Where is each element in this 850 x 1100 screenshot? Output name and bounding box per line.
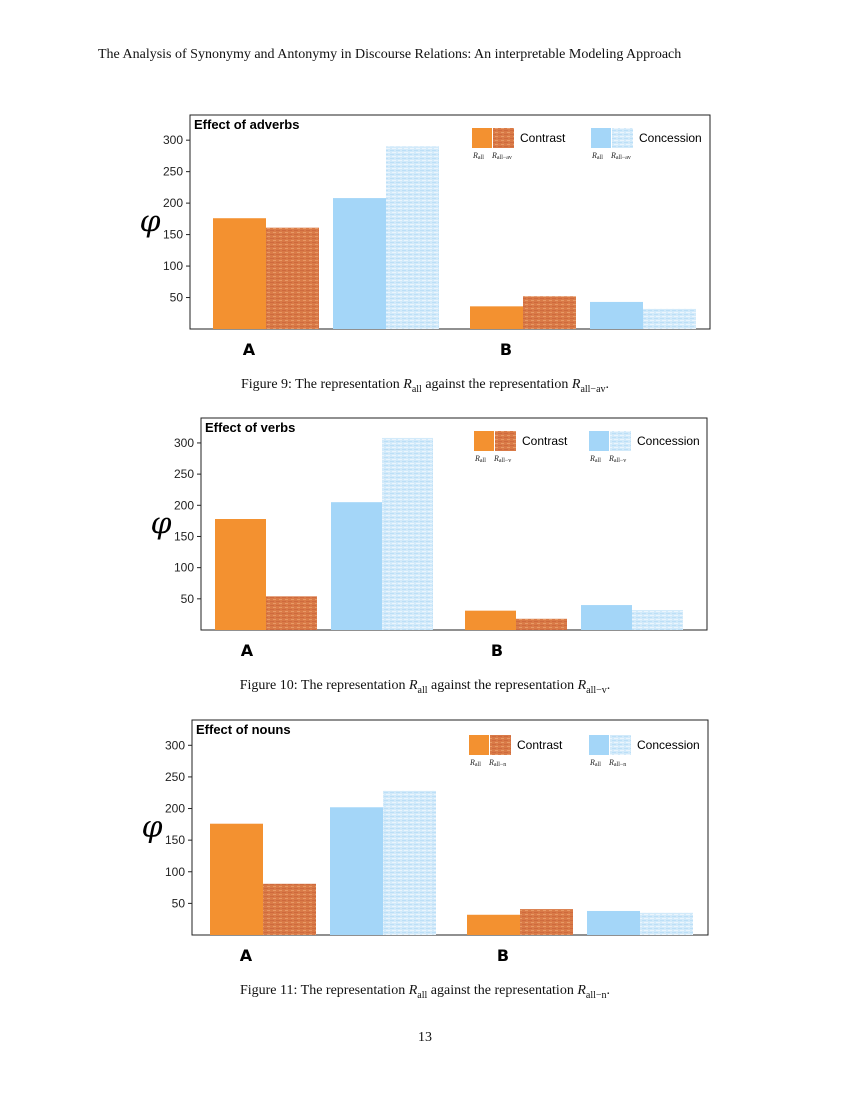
- chart-verbs: Effect of verbs 50 100 150 200 250 300 φ A B Contr…: [150, 417, 708, 660]
- figure-10: Effect of verbs 50 100 150 200 250 300 φ A B Contr…: [0, 408, 850, 708]
- legend-swatch-hatched: [610, 735, 631, 755]
- y-tick-label: 150: [165, 833, 185, 847]
- legend-swatch-hatched: [495, 431, 516, 451]
- x-category-label: A: [241, 641, 254, 660]
- bar-a-concession-rall: [333, 198, 386, 329]
- legend-label: Concession: [639, 131, 702, 145]
- bar-a-concession-rall: [330, 807, 383, 935]
- legend-sub-label: Rall−av: [491, 151, 512, 161]
- legend-sub-label: Rall: [589, 454, 601, 464]
- legend-swatch-hatched: [493, 128, 514, 148]
- figure-caption: Figure 11: The representation Rall again…: [239, 983, 611, 1001]
- legend-swatch-hatched: [490, 735, 511, 755]
- y-tick-label: 200: [163, 196, 183, 210]
- legend-label: Contrast: [522, 434, 568, 448]
- legend-swatch-hatched: [610, 431, 631, 451]
- figure-caption: Figure 10: The representation Rall again…: [239, 678, 611, 696]
- bar-a-contrast-rall: [213, 218, 266, 329]
- x-category-label: A: [240, 946, 253, 965]
- legend-label: Concession: [637, 434, 700, 448]
- bar-a-concession-ablated: [383, 790, 436, 935]
- bar-b-contrast-rall: [470, 306, 523, 329]
- legend-swatch: [589, 431, 609, 451]
- legend-sub-label: Rall−n: [608, 758, 626, 768]
- legend-label: Contrast: [520, 131, 566, 145]
- chart-title: Effect of verbs: [205, 420, 295, 435]
- y-tick-label: 300: [165, 738, 185, 752]
- legend-label: Contrast: [517, 738, 563, 752]
- chart-adverbs: Effect of adverbs 50 100 150 200 250 300 φ A B Con…: [139, 114, 711, 359]
- plot-frame: [191, 719, 709, 936]
- bar-b-concession-ablated: [632, 610, 683, 630]
- y-tick-label: 250: [174, 467, 194, 481]
- legend-swatch: [469, 735, 489, 755]
- bar-b-contrast-rall: [465, 610, 516, 630]
- x-category-label: B: [491, 641, 503, 660]
- legend-sub-label: Rall: [472, 151, 484, 161]
- y-tick-label: 300: [174, 436, 194, 450]
- bar-a-concession-rall: [331, 502, 382, 630]
- y-tick-label: 300: [163, 133, 183, 147]
- legend-sub-label: Rall−av: [610, 151, 631, 161]
- legend-swatch: [474, 431, 494, 451]
- bar-b-concession-ablated: [643, 308, 696, 329]
- y-tick-label: 50: [181, 592, 195, 606]
- legend-sub-label: Rall: [591, 151, 603, 161]
- legend-swatch: [591, 128, 611, 148]
- y-axis-label: φ: [150, 506, 171, 541]
- legend-sub-label: Rall−v: [493, 454, 511, 464]
- bar-a-contrast-ablated: [266, 227, 319, 329]
- legend-sub-label: Rall: [474, 454, 486, 464]
- y-tick-label: 50: [172, 896, 186, 910]
- legend-swatch-hatched: [612, 128, 633, 148]
- legend-label: Concession: [637, 738, 700, 752]
- y-tick-label: 250: [165, 770, 185, 784]
- y-tick-label: 150: [174, 529, 194, 543]
- y-tick-label: 200: [165, 802, 185, 816]
- bar-b-concession-rall: [590, 301, 643, 329]
- y-tick-label: 100: [163, 259, 183, 273]
- bar-b-contrast-ablated: [516, 618, 567, 630]
- y-tick-label: 50: [170, 291, 184, 305]
- y-axis-label: φ: [139, 204, 160, 239]
- legend-sub-label: Rall: [589, 758, 601, 768]
- y-tick-label: 100: [174, 561, 194, 575]
- bar-a-contrast-ablated: [263, 883, 316, 935]
- legend-sub-label: Rall: [469, 758, 481, 768]
- y-tick-label: 200: [174, 498, 194, 512]
- bar-b-contrast-rall: [467, 914, 520, 935]
- bar-a-concession-ablated: [386, 146, 439, 329]
- chart-title: Effect of nouns: [196, 722, 291, 737]
- bar-b-contrast-ablated: [523, 296, 576, 329]
- chart-nouns: Effect of nouns 50 100 150 200 250 300 φ A B Contr…: [141, 719, 709, 965]
- legend-swatch: [472, 128, 492, 148]
- bar-a-concession-ablated: [382, 437, 433, 630]
- y-tick-label: 150: [163, 228, 183, 242]
- bar-a-contrast-ablated: [266, 596, 317, 630]
- bar-b-concession-rall: [581, 605, 632, 630]
- plot-frame: [189, 114, 711, 330]
- x-category-label: B: [500, 340, 512, 359]
- bar-b-contrast-ablated: [520, 909, 573, 935]
- running-title: The Analysis of Synonymy and Antonymy in…: [98, 47, 682, 62]
- bar-a-contrast-rall: [215, 519, 266, 630]
- y-tick-label: 100: [165, 865, 185, 879]
- x-category-label: B: [497, 946, 509, 965]
- plot-frame: [200, 417, 708, 631]
- legend-swatch: [589, 735, 609, 755]
- bar-b-concession-rall: [587, 910, 640, 935]
- bar-b-concession-ablated: [640, 912, 693, 935]
- figure-9: Effect of adverbs 50 100 150 200 250 300 φ A B Con…: [0, 105, 850, 405]
- page-number: 13: [418, 1030, 432, 1045]
- figure-11: Effect of nouns 50 100 150 200 250 300 φ A B Contr…: [0, 711, 850, 1011]
- y-tick-label: 250: [163, 165, 183, 179]
- legend-sub-label: Rall−v: [608, 454, 626, 464]
- y-axis-label: φ: [141, 810, 162, 845]
- bar-a-contrast-rall: [210, 823, 263, 935]
- legend-sub-label: Rall−n: [488, 758, 506, 768]
- chart-title: Effect of adverbs: [194, 117, 299, 132]
- figure-caption: Figure 9: The representation Rall agains…: [240, 377, 610, 395]
- x-category-label: A: [243, 340, 256, 359]
